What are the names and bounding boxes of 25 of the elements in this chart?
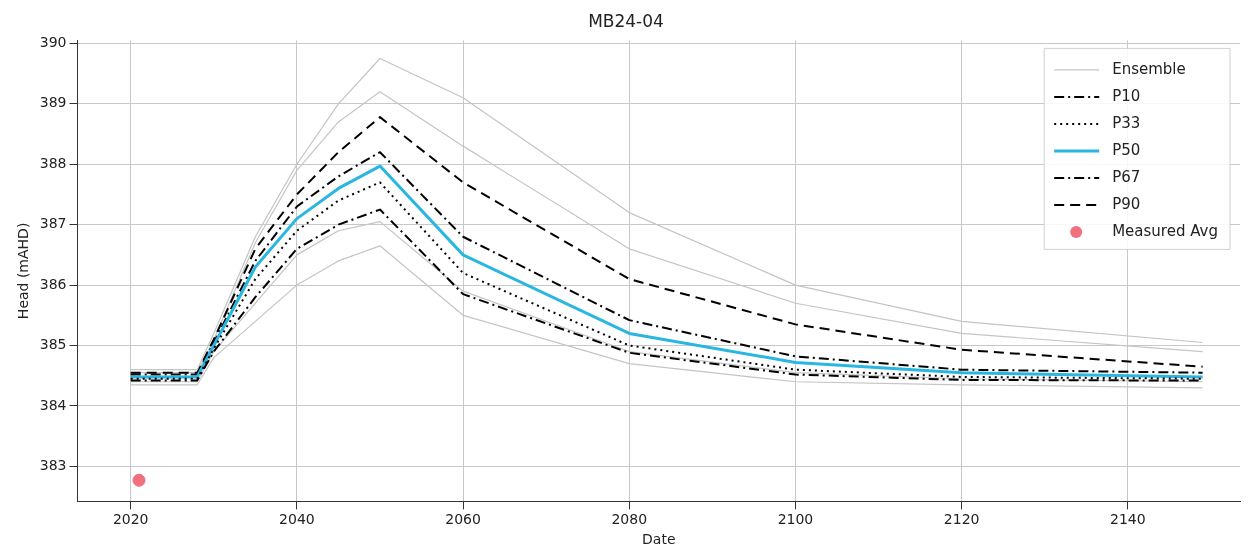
y-tick-label: 384 — [39, 396, 67, 413]
legend-label: P33 — [1112, 113, 1141, 132]
legend-label: P50 — [1112, 140, 1141, 159]
x-tick-label: 2080 — [611, 511, 648, 528]
x-tick-label: 2100 — [777, 511, 814, 528]
x-tick-label: 2060 — [445, 511, 481, 528]
x-tick-label: 2040 — [279, 511, 315, 528]
legend-label: Measured Avg — [1112, 221, 1219, 240]
y-tick-label: 390 — [39, 34, 67, 51]
legend-label: P67 — [1112, 167, 1141, 186]
y-tick-label: 385 — [39, 336, 67, 353]
y-tick-label: 387 — [39, 215, 67, 232]
legend-label: P10 — [1112, 86, 1141, 105]
x-tick-label: 2140 — [1110, 511, 1146, 528]
y-axis-title: Head (mAHD) — [15, 222, 32, 320]
y-tick-label: 386 — [39, 275, 67, 292]
x-axis-title: Date — [642, 531, 676, 548]
legend-label: Ensemble — [1112, 59, 1186, 78]
y-tick-label: 389 — [39, 94, 67, 111]
legend-label: P90 — [1112, 194, 1141, 213]
x-tick-label: 2020 — [112, 511, 149, 528]
y-tick-label: 383 — [39, 457, 67, 473]
chart-title: MB24-04 — [588, 10, 664, 31]
x-tick-label: 2120 — [943, 511, 980, 528]
y-tick-label: 388 — [39, 154, 67, 171]
